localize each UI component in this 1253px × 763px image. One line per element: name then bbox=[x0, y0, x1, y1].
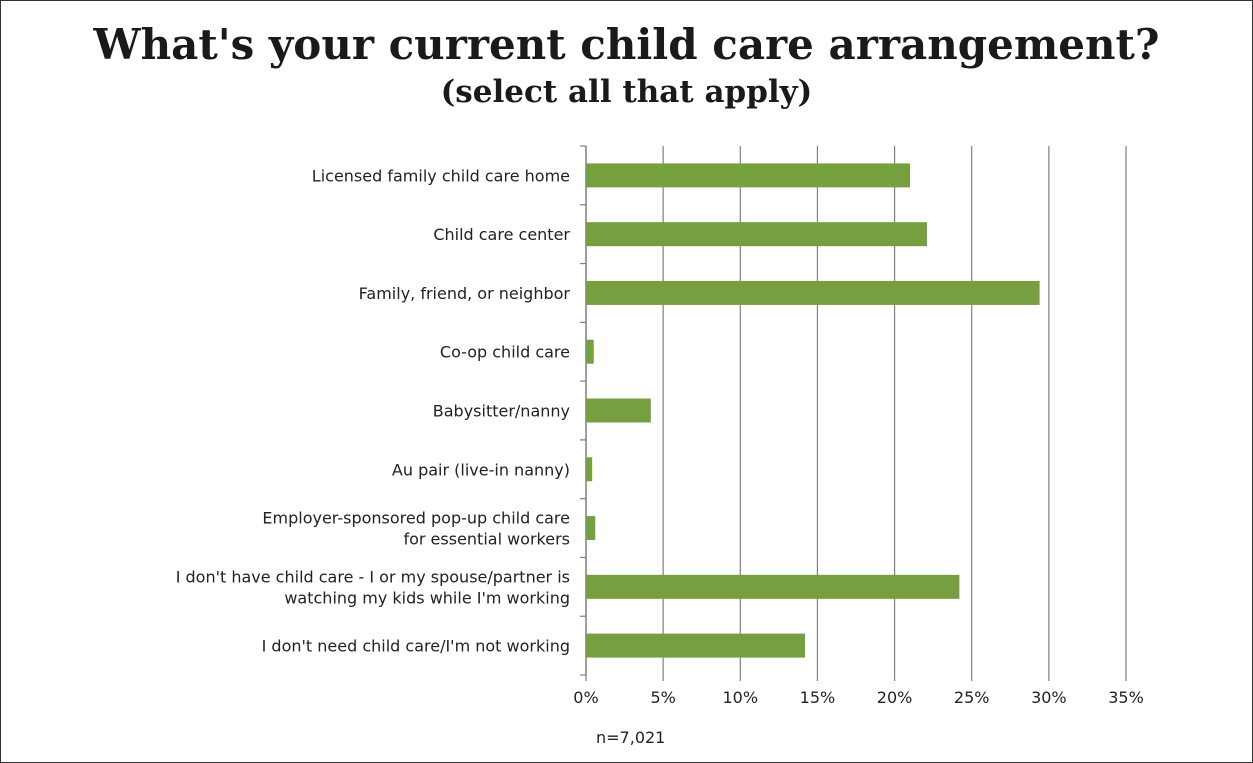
category-label: I don't need child care/I'm not working bbox=[262, 637, 570, 656]
x-axis-ticks: 0% 5% 10% 15% 20% 25% 30% 35% bbox=[573, 688, 1143, 707]
bar bbox=[586, 163, 910, 188]
x-tick-label: 5% bbox=[650, 688, 675, 707]
bar bbox=[586, 633, 806, 658]
chart-title: What's your current child care arrangeme… bbox=[93, 20, 1160, 69]
bar bbox=[586, 457, 593, 482]
bar bbox=[586, 398, 651, 423]
x-tick-label: 30% bbox=[1031, 688, 1067, 707]
category-label: Family, friend, or neighbor bbox=[359, 284, 571, 303]
category-label: Employer-sponsored pop-up child care bbox=[262, 509, 570, 528]
bar bbox=[586, 516, 596, 541]
category-label: I don't have child care - I or my spouse… bbox=[176, 567, 570, 586]
bar bbox=[586, 574, 960, 599]
bars bbox=[586, 163, 1040, 658]
x-tick-label: 35% bbox=[1108, 688, 1144, 707]
bar bbox=[586, 280, 1040, 305]
category-label: Co-op child care bbox=[440, 343, 570, 362]
bar bbox=[586, 222, 927, 247]
sample-size-note: n=7,021 bbox=[596, 728, 666, 747]
category-label: watching my kids while I'm working bbox=[284, 588, 570, 607]
category-label: Child care center bbox=[433, 225, 570, 244]
category-labels: Licensed family child care home Child car… bbox=[176, 166, 571, 655]
category-label: Babysitter/nanny bbox=[433, 402, 570, 421]
x-tick-label: 10% bbox=[723, 688, 759, 707]
x-tick-label: 0% bbox=[573, 688, 598, 707]
category-label: Licensed family child care home bbox=[312, 166, 570, 185]
x-tick-label: 15% bbox=[800, 688, 836, 707]
category-label: Au pair (live-in nanny) bbox=[392, 460, 570, 479]
x-tick-label: 25% bbox=[954, 688, 990, 707]
category-label: for essential workers bbox=[403, 530, 570, 549]
bar bbox=[586, 339, 594, 364]
chart-subtitle: (select all that apply) bbox=[440, 74, 813, 110]
x-tick-label: 20% bbox=[877, 688, 913, 707]
